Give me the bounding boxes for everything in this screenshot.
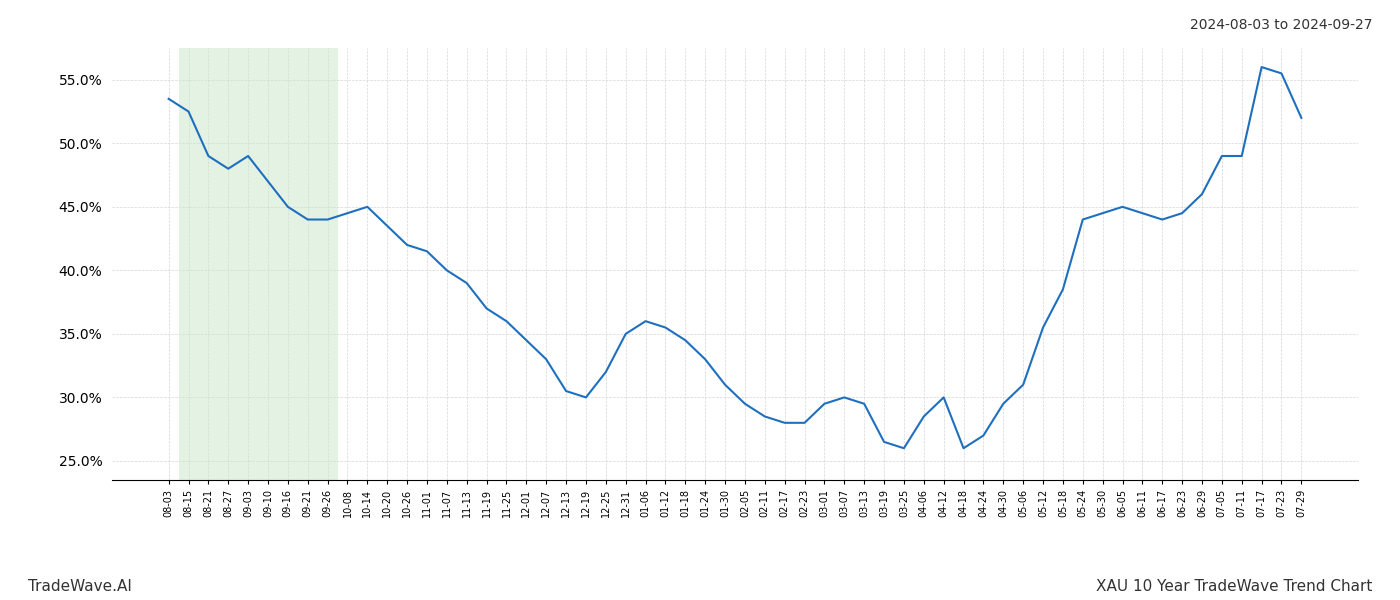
- Text: 2024-08-03 to 2024-09-27: 2024-08-03 to 2024-09-27: [1190, 18, 1372, 32]
- Text: TradeWave.AI: TradeWave.AI: [28, 579, 132, 594]
- Text: XAU 10 Year TradeWave Trend Chart: XAU 10 Year TradeWave Trend Chart: [1096, 579, 1372, 594]
- Bar: [179, 48, 337, 480]
